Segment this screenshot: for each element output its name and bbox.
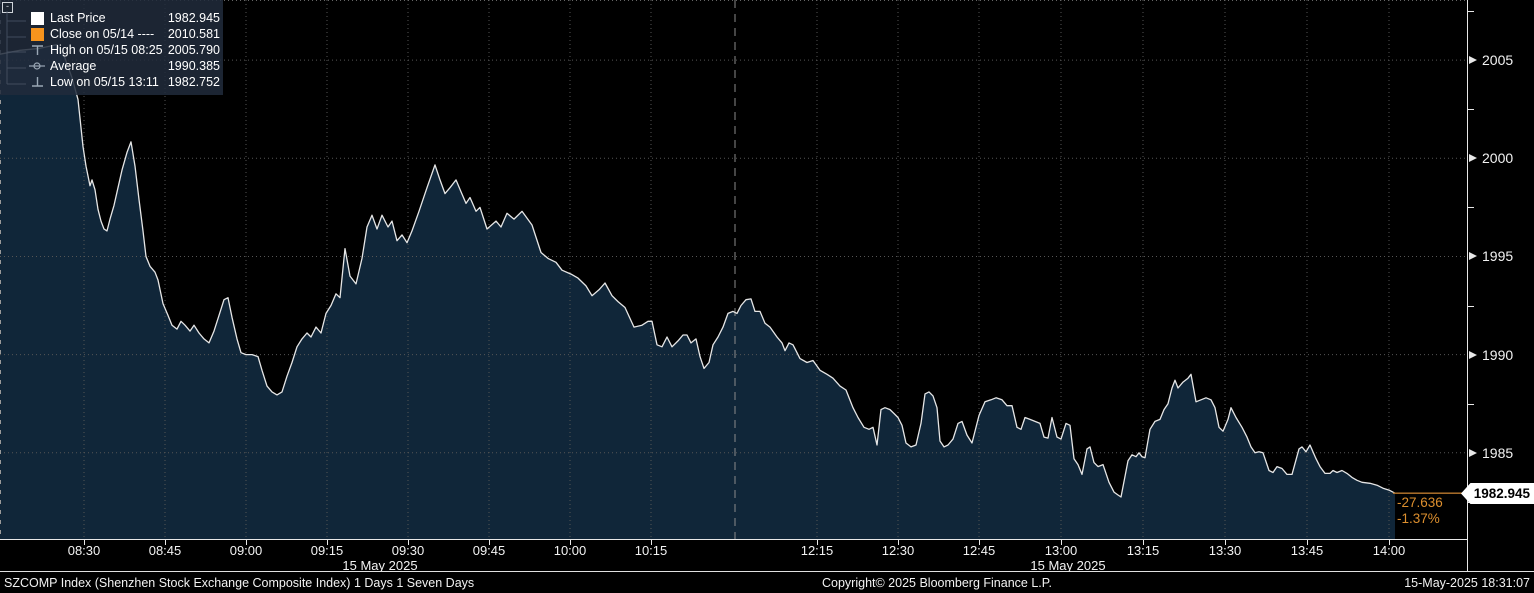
time-axis-tick [84,540,85,545]
legend-row[interactable]: Last Price 1982.945 [0,10,223,26]
area-fill [0,44,1395,540]
legend-label: Close on 05/14 ---- [50,27,155,41]
time-axis-label: 12:45 [962,543,996,558]
time-axis-tick [1389,540,1390,545]
legend-row[interactable]: Average 1990.385 [0,58,223,74]
legend-row[interactable]: Low on 05/15 13:11 1982.752 [0,74,223,90]
time-axis-label: 08:30 [67,543,101,558]
average-marker-icon [29,62,45,70]
high-marker-icon [29,43,45,57]
time-axis-tick [1143,540,1144,545]
legend-value: 1982.752 [167,75,220,89]
legend-value: 2010.581 [167,27,220,41]
time-axis-tick [1061,540,1062,545]
time-axis-label: 13:15 [1126,543,1160,558]
price-area-chart[interactable] [0,0,1467,540]
time-axis-tick [165,540,166,545]
time-axis-label: 12:30 [881,543,915,558]
price-axis-label: 1985 [1482,444,1514,461]
legend-row[interactable]: Close on 05/14 ---- 2010.581 [0,26,223,42]
time-axis-tick [979,540,980,545]
percent-change-value: -1.37% [1397,511,1440,526]
time-axis: 08:30 08:45 09:00 09:15 09:30 09:45 10:00 10:15… [0,540,1467,573]
high-marker-icon [31,45,43,55]
axis-tick-arrow-icon [1469,56,1477,65]
legend-row[interactable]: High on 05/15 08:25 2005.790 [0,42,223,58]
time-axis-label: 10:15 [634,543,668,558]
copyright-notice: Copyright© 2025 Bloomberg Finance L.P. [822,576,1052,590]
prev-close-swatch-icon [30,27,44,41]
price-axis-minor-tick [1468,404,1474,405]
price-axis-minor-tick [1468,109,1474,110]
last-price-swatch-icon [30,11,44,25]
legend-value: 2005.790 [167,43,220,57]
time-axis-tick [1225,540,1226,545]
time-axis-tick [327,540,328,545]
square-orange-icon [29,27,45,41]
time-axis-label: 09:45 [472,543,506,558]
low-marker-icon [31,77,43,87]
square-white-icon [29,11,45,25]
price-axis-label: 1995 [1482,248,1514,265]
time-axis-label: 12:15 [800,543,834,558]
axis-tick-arrow-icon [1469,350,1477,359]
time-axis-tick [898,540,899,545]
chart-legend: - Last Price 1982.945 Close on 05/14 ---- 2… [0,0,223,95]
time-axis-tick [246,540,247,545]
time-axis-label: 09:00 [229,543,263,558]
low-marker-icon [29,75,45,89]
price-axis-label: 2000 [1482,150,1514,167]
chart-plot-area[interactable] [0,0,1467,540]
time-axis-label: 13:30 [1208,543,1242,558]
price-axis-label: 1990 [1482,346,1514,363]
time-axis-tick [651,540,652,545]
axis-tick-arrow-icon [1469,252,1477,261]
axis-tick-arrow-icon [1469,448,1477,457]
axis-tick-arrow-icon [1469,154,1477,163]
price-axis-minor-tick [1468,11,1474,12]
time-axis-tick [408,540,409,545]
net-change-readout: -27.636 -1.37% [1397,495,1443,527]
legend-label: Average [50,59,97,73]
time-axis-tick [1307,540,1308,545]
legend-tree-lines [6,11,26,85]
date-axis-label: 15 May 2025 [1030,558,1106,573]
time-axis-tick [489,540,490,545]
time-axis-tick [570,540,571,545]
price-axis-minor-tick [1468,207,1474,208]
price-axis-minor-tick [1468,306,1474,307]
time-axis-label: 09:15 [310,543,344,558]
last-price-axis-tag: 1982.945 [1461,483,1534,504]
price-line [0,43,1396,498]
legend-label: Low on 05/15 13:11 [50,75,159,89]
time-axis-label: 10:00 [553,543,587,558]
time-axis-label: 09:30 [391,543,425,558]
date-axis-label: 15 May 2025 [342,558,418,573]
time-axis-label: 13:00 [1044,543,1078,558]
legend-value: 1990.385 [167,59,220,73]
legend-label: High on 05/15 08:25 [50,43,163,57]
timestamp: 15-May-2025 18:31:07 [1404,576,1530,590]
time-axis-tick [817,540,818,545]
legend-value: 1982.945 [167,11,220,25]
status-bar: SZCOMP Index (Shenzhen Stock Exchange Co… [0,571,1534,593]
legend-label: Last Price [50,11,106,25]
average-marker-icon [29,59,45,73]
time-axis-label: 13:45 [1290,543,1324,558]
net-change-value: -27.636 [1397,495,1443,510]
price-axis-label: 2005 [1482,52,1514,69]
time-axis-label: 08:45 [148,543,182,558]
time-axis-label: 14:00 [1372,543,1406,558]
price-axis: 2005 2000 1995 1990 1985 [1467,0,1534,571]
security-description: SZCOMP Index (Shenzhen Stock Exchange Co… [4,576,475,590]
